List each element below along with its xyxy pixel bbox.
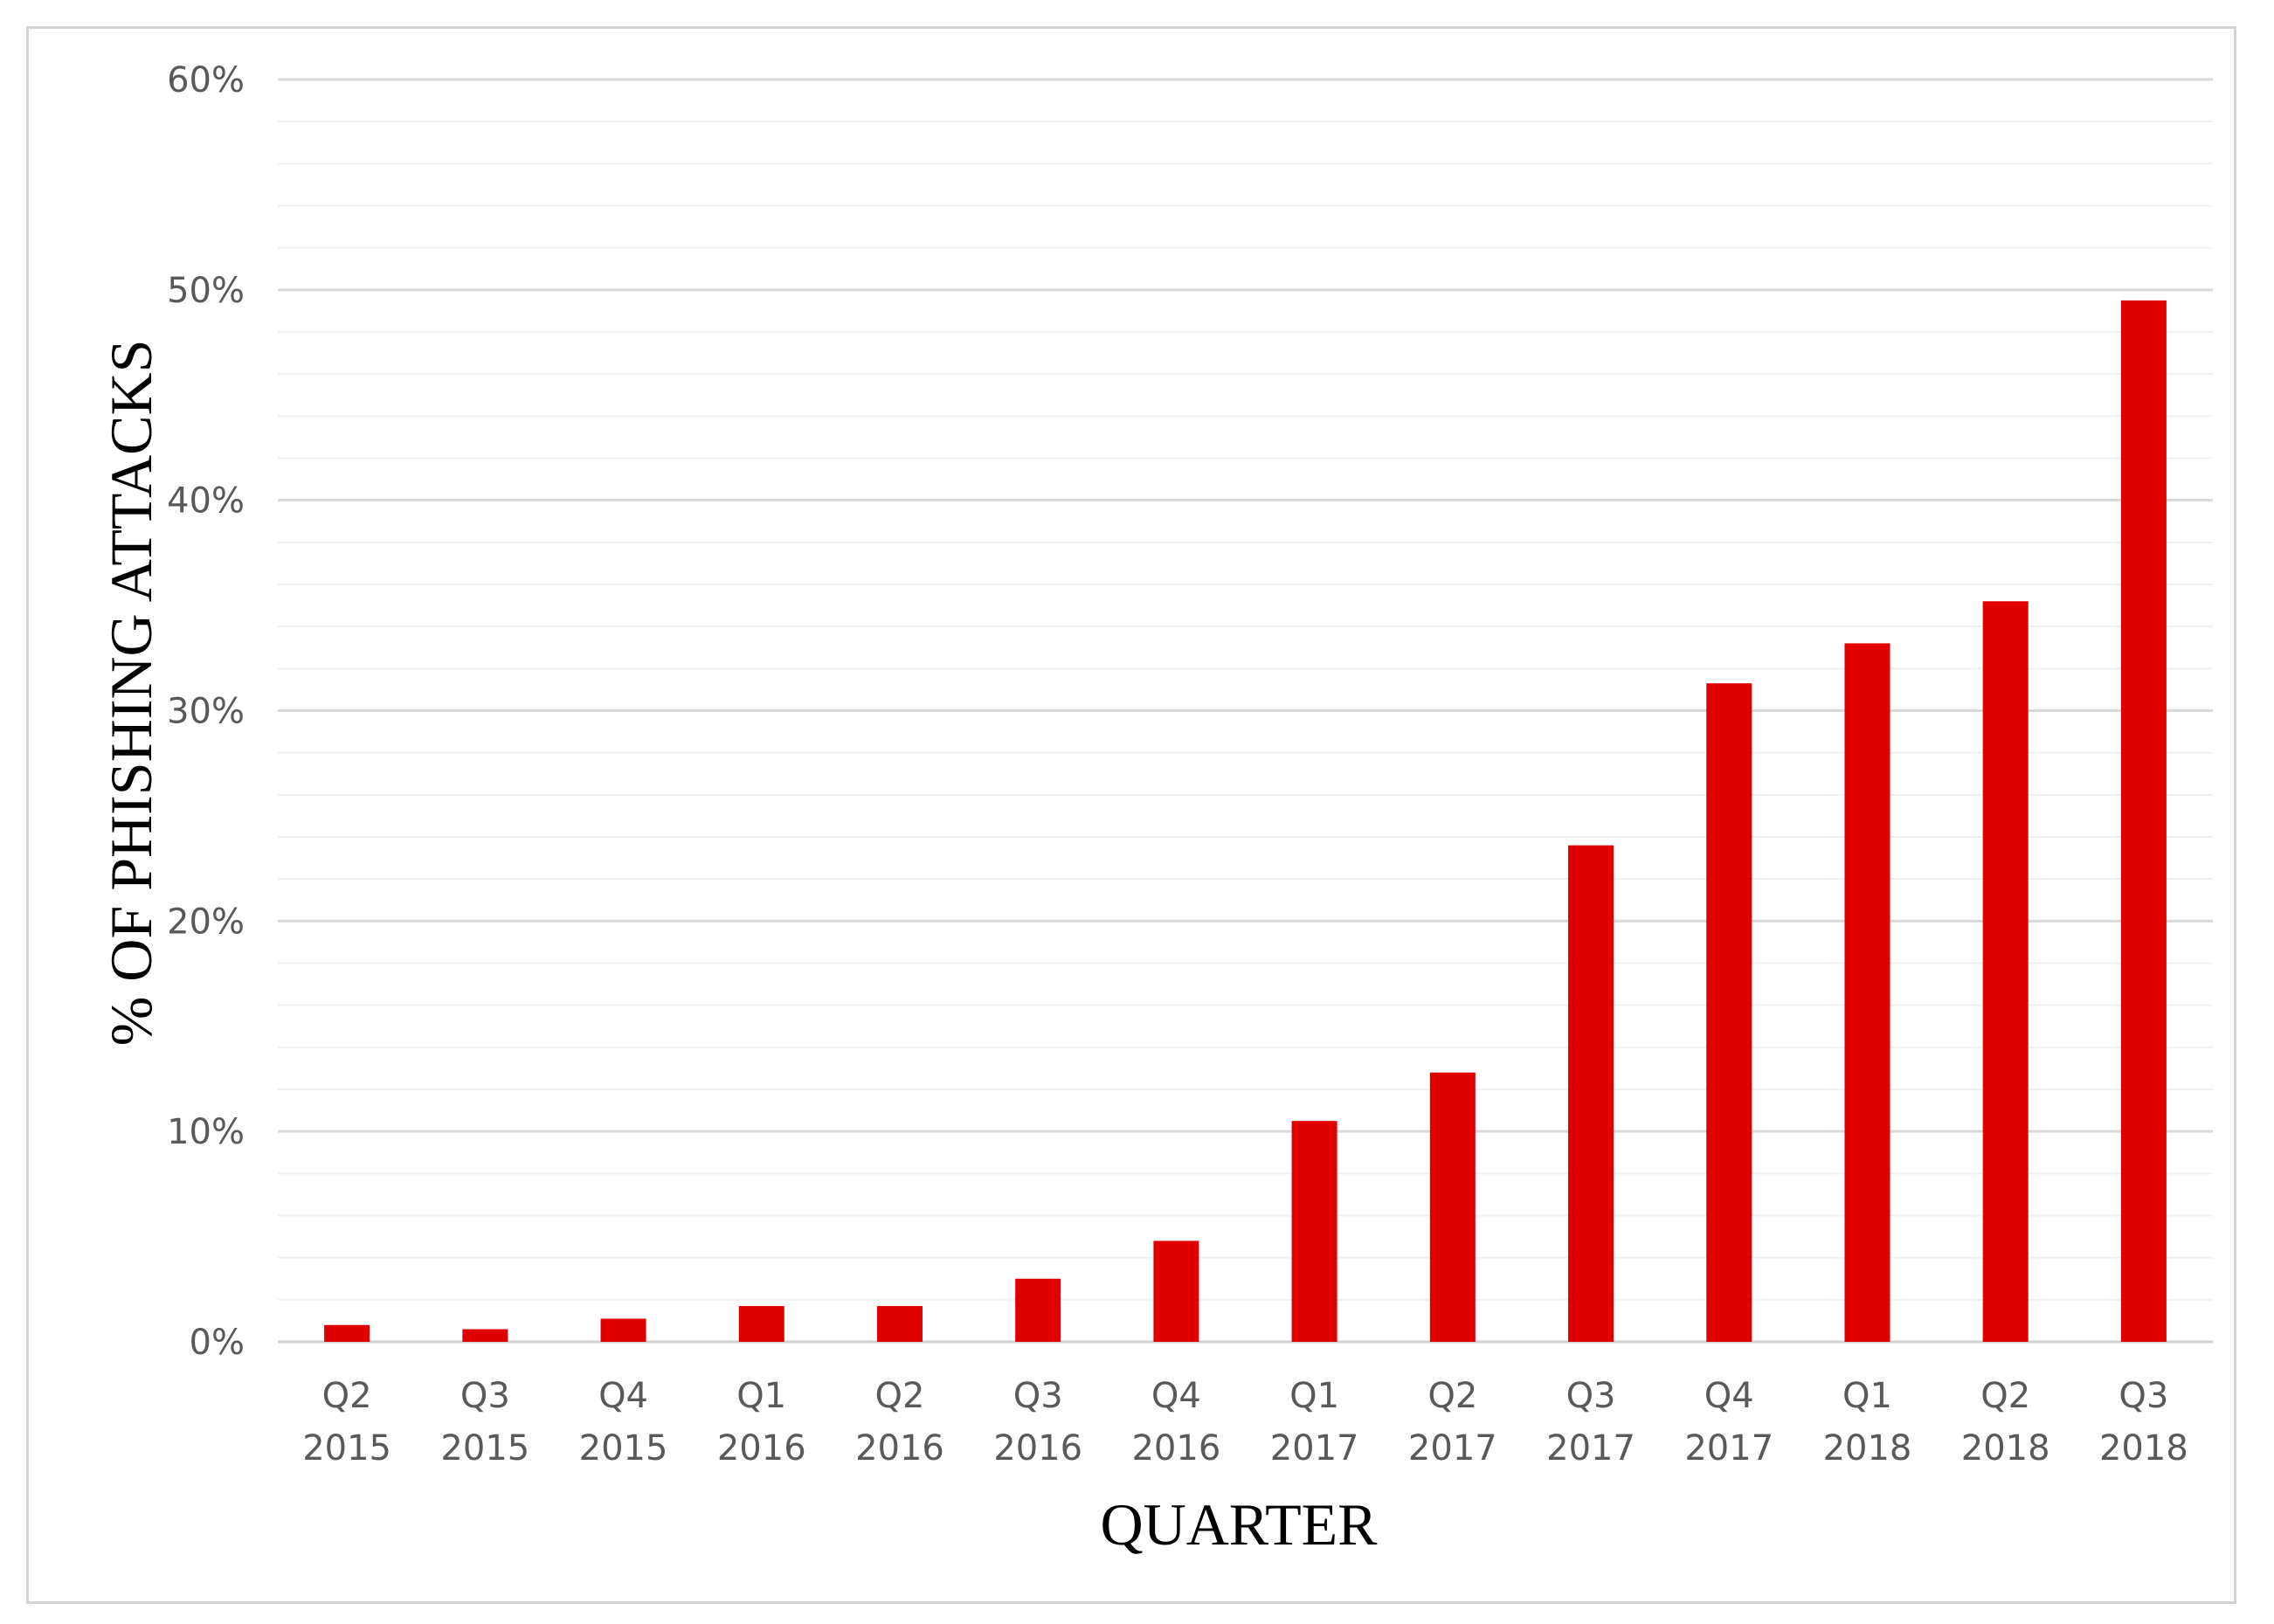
x-axis-title: QUARTER: [1100, 1491, 1378, 1558]
bar: [324, 1324, 370, 1342]
bar: [462, 1329, 508, 1342]
bar: [1153, 1240, 1199, 1342]
y-tick-label: 60%: [167, 60, 245, 100]
bar: [1291, 1121, 1337, 1342]
bar: [600, 1318, 646, 1342]
bar: [876, 1306, 923, 1342]
y-tick-label: 40%: [167, 481, 245, 522]
x-tick-label: Q3 2018: [2099, 1376, 2188, 1469]
y-tick-label: 30%: [167, 692, 245, 732]
y-axis-title: % OF PHISHING ATTACKS: [98, 340, 164, 1047]
x-tick-label: Q3 2016: [993, 1376, 1082, 1469]
y-tick-label: 50%: [167, 271, 245, 311]
chart-frame: 0% 10% 20% 30% 40% 50% 60% Q2 2015 Q3 2015 Q4 2015 Q…: [26, 26, 2236, 1604]
x-tick-label: Q1 2018: [1823, 1376, 1912, 1469]
bars: [324, 300, 2167, 1342]
x-tick-label: Q1 2016: [717, 1376, 806, 1469]
x-tick-label: Q3 2015: [440, 1376, 529, 1469]
bar: [1844, 643, 1890, 1342]
bar: [738, 1306, 784, 1342]
bar: [1429, 1072, 1476, 1342]
y-axis-ticks: 0% 10% 20% 30% 40% 50% 60%: [167, 60, 245, 1363]
x-tick-label: Q2 2018: [1961, 1376, 2050, 1469]
x-axis-ticks: Q2 2015 Q3 2015 Q4 2015 Q1 2016 Q2 2016 Q3 2016 Q4 20…: [302, 1376, 2188, 1469]
x-tick-label: Q2 2017: [1408, 1376, 1497, 1469]
bar: [1568, 845, 1614, 1342]
bar: [1982, 601, 2029, 1342]
x-tick-label: Q1 2017: [1270, 1376, 1359, 1469]
x-tick-label: Q4 2015: [579, 1376, 668, 1469]
bar: [2120, 300, 2167, 1342]
x-tick-label: Q2 2016: [855, 1376, 944, 1469]
y-tick-label: 0%: [190, 1323, 245, 1363]
x-tick-label: Q4 2016: [1131, 1376, 1220, 1469]
x-tick-label: Q2 2015: [302, 1376, 391, 1469]
x-tick-label: Q3 2017: [1546, 1376, 1635, 1469]
grid-lines: [278, 78, 2213, 1344]
bar: [1706, 683, 1752, 1342]
bar: [1015, 1278, 1061, 1342]
y-tick-label: 10%: [167, 1112, 245, 1152]
x-tick-label: Q4 2017: [1684, 1376, 1773, 1469]
y-tick-label: 20%: [167, 902, 245, 942]
